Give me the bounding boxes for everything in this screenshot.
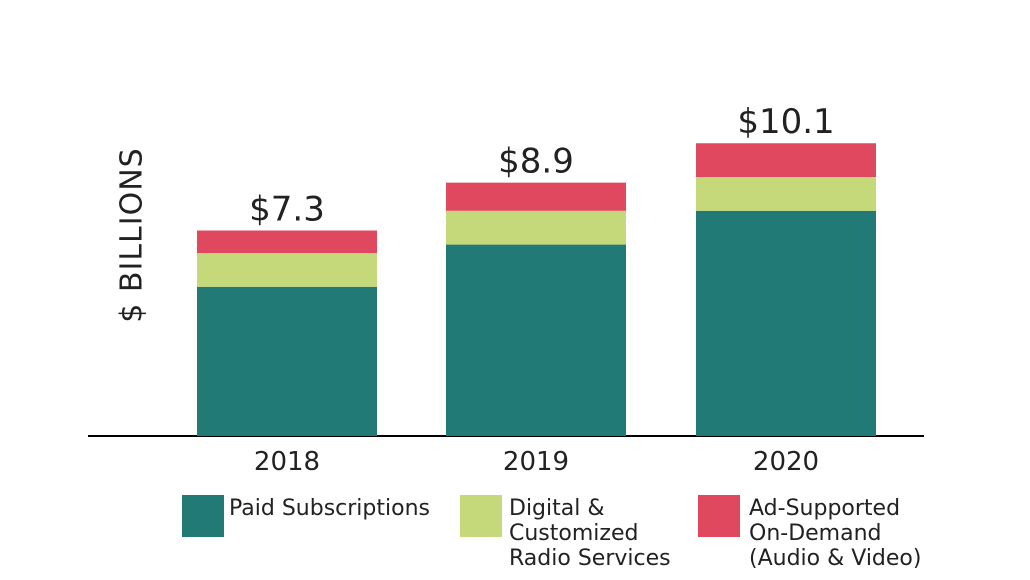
total-label-2020: $10.1	[737, 102, 834, 142]
bar-segment-2018-series-0	[197, 286, 377, 436]
total-label-2018: $7.3	[249, 190, 325, 230]
bar-segment-2019-series-0	[446, 244, 626, 436]
y-axis-label: $ BILLIONS	[115, 147, 150, 322]
x-tick-label-2019: 2019	[503, 447, 569, 477]
legend-label-1-line-1: Customized	[509, 521, 638, 546]
legend-swatch-2	[698, 495, 740, 537]
legend-swatch-1	[460, 495, 502, 537]
bar-segment-2019-series-2	[446, 182, 626, 211]
legend-label-1-line-2: Radio Services	[509, 546, 671, 571]
bar-segment-2020-series-0	[696, 210, 876, 436]
bars-group: $7.3 2018 $8.9 2019 $10.1 2020	[197, 102, 876, 477]
bar-segment-2019-series-1	[446, 210, 626, 245]
legend-label-2-line-1: On-Demand	[749, 521, 882, 546]
bar-segment-2020-series-2	[696, 143, 876, 178]
legend-label-0-line-0: Paid Subscriptions	[229, 496, 430, 521]
bar-segment-2020-series-1	[696, 177, 876, 211]
bar-segment-2018-series-1	[197, 253, 377, 287]
legend-swatch-0	[182, 495, 224, 537]
legend: Paid Subscriptions Digital &CustomizedRad…	[182, 495, 921, 571]
x-tick-label-2018: 2018	[254, 447, 320, 477]
legend-label-2-line-0: Ad-Supported	[749, 496, 900, 521]
x-tick-label-2020: 2020	[753, 447, 819, 477]
legend-label-1-line-0: Digital &	[509, 496, 605, 521]
legend-label-2-line-2: (Audio & Video)	[749, 546, 921, 571]
bar-segment-2018-series-2	[197, 230, 377, 254]
total-label-2019: $8.9	[498, 142, 574, 182]
